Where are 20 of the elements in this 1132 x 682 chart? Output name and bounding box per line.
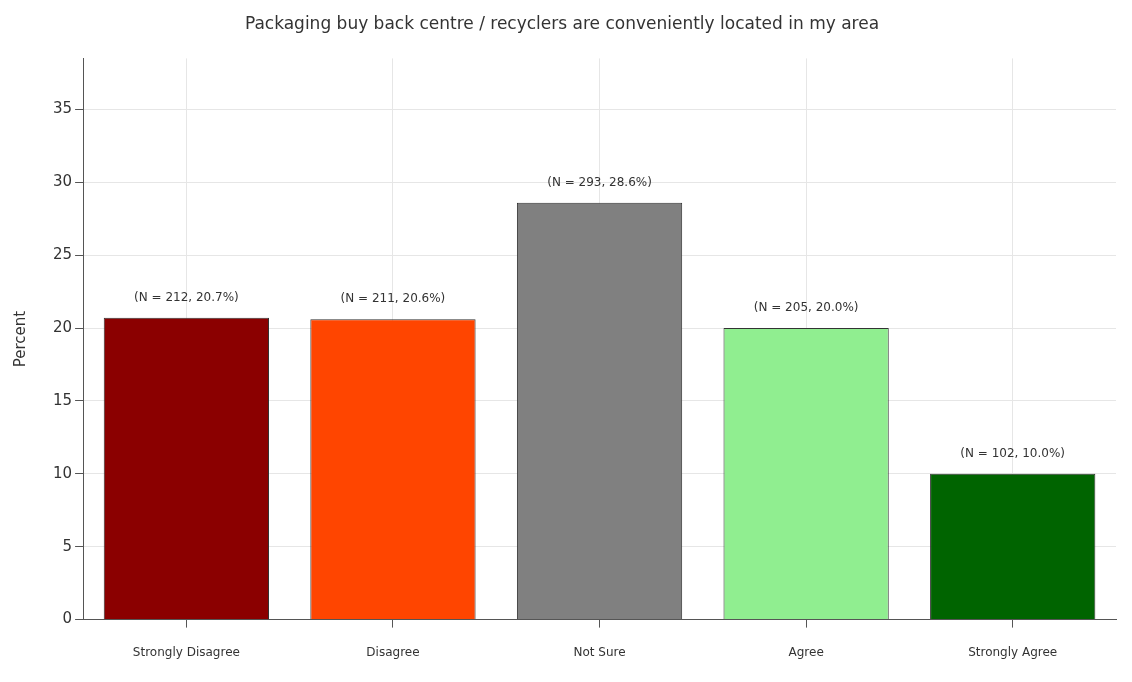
y-tick-label: 20 [52,317,73,336]
x-tick-label: Strongly Disagree [132,644,240,659]
data-label: (N = 205, 20.0%) [753,300,859,315]
data-label: (N = 293, 28.6%) [547,174,652,189]
y-tick-label: 35 [52,99,73,118]
x-tick-label: Not Sure [573,644,626,659]
y-tick-label: 15 [52,390,73,409]
y-tick-label: 5 [62,536,73,555]
y-tick-label: 0 [62,609,73,628]
y-tick-label: 25 [52,245,73,264]
y-axis-title: Percent [10,310,29,368]
data-label: (N = 211, 20.6%) [340,291,446,306]
y-tick-label: 10 [52,463,73,482]
x-tick-label: Agree [788,644,824,659]
x-tick-label: Strongly Agree [968,644,1058,659]
chart-title: Packaging buy back centre / recyclers are conveniently located in my area [244,12,880,33]
y-tick-label: 30 [52,172,73,191]
x-tick-label: Disagree [366,644,420,659]
data-label: (N = 212, 20.7%) [134,289,239,304]
data-label: (N = 102, 10.0%) [960,445,1066,460]
